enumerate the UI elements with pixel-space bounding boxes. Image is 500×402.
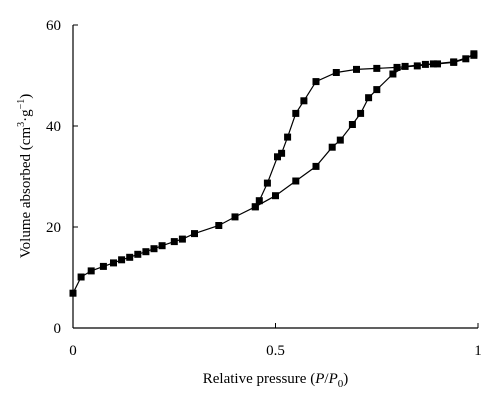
data-point (393, 63, 401, 71)
data-point (373, 64, 381, 72)
data-point (292, 177, 300, 185)
data-point (215, 222, 223, 229)
data-point (353, 65, 360, 73)
series-adsorption-branch (69, 50, 478, 297)
ticks: 0 0.5 1 0 20 40 60 (46, 18, 482, 359)
data-point (278, 149, 286, 157)
data-point (413, 62, 421, 70)
data-point (348, 121, 356, 128)
data-point (450, 58, 458, 66)
series-line (254, 54, 475, 208)
data-point (170, 238, 178, 246)
data-point (312, 78, 320, 86)
x-tick-label: 0 (69, 343, 77, 359)
data-point (142, 248, 150, 256)
data-point (263, 179, 271, 187)
data-point (77, 273, 85, 281)
data-point (99, 262, 107, 270)
data-point (272, 192, 279, 200)
data-point (470, 51, 478, 59)
data-point (110, 259, 117, 267)
data-point (191, 230, 198, 238)
data-point (389, 70, 397, 78)
x-tick-label: 0.5 (266, 343, 285, 359)
data-point (150, 245, 158, 253)
data-point (328, 143, 336, 151)
data-point (178, 235, 186, 243)
data-point (357, 109, 365, 117)
data-point (332, 69, 340, 76)
data-point (126, 253, 134, 261)
data-point (284, 133, 292, 141)
data-point (300, 97, 308, 105)
y-tick-label: 40 (46, 119, 61, 135)
data-point (462, 55, 470, 63)
data-point (255, 197, 263, 205)
plot-area (72, 25, 478, 329)
x-tick-label: 1 (474, 343, 482, 359)
data-point (231, 213, 239, 221)
data-point (336, 136, 344, 144)
data-point (158, 242, 166, 250)
series-layer (69, 50, 478, 297)
data-point (312, 162, 320, 170)
data-point (134, 250, 142, 258)
data-point (365, 94, 373, 102)
data-point (274, 153, 281, 161)
data-point (118, 256, 126, 264)
data-point (292, 109, 300, 117)
data-point (373, 86, 381, 94)
data-point (251, 203, 259, 211)
y-tick-label: 20 (46, 220, 61, 236)
data-point (69, 289, 77, 297)
y-tick-label: 0 (54, 321, 62, 337)
y-axis-title: Volume absorbed (cm3·g−1) (16, 94, 34, 259)
series-desorption-branch (251, 51, 478, 211)
x-axis-title: Relative pressure (P/P0) (203, 371, 348, 390)
y-tick-label: 60 (46, 18, 61, 34)
data-point (87, 267, 95, 275)
data-point (429, 60, 437, 68)
